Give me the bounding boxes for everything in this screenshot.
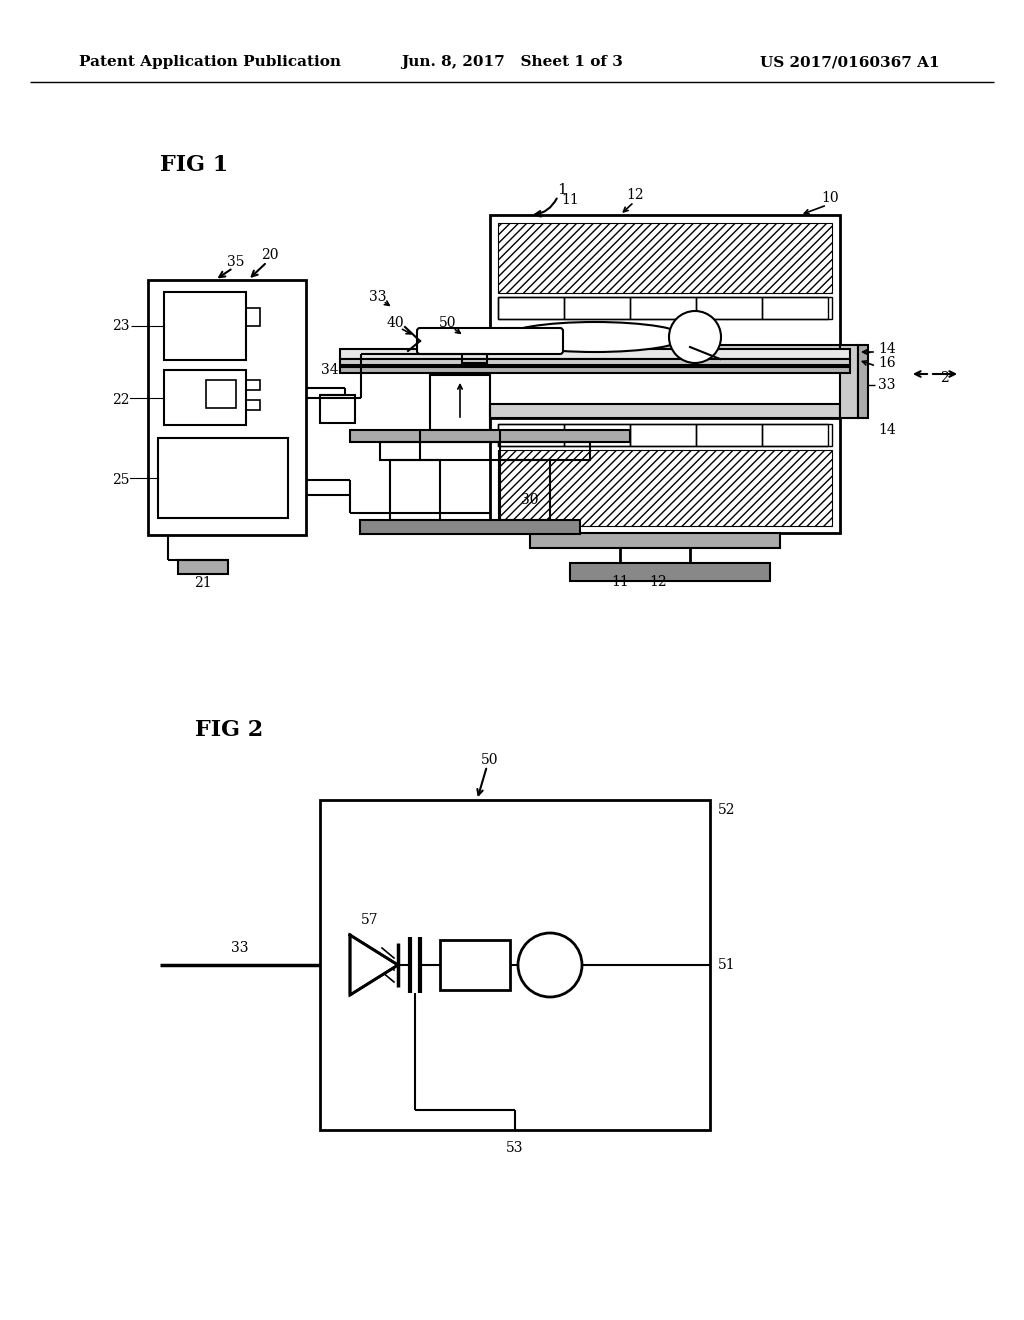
Text: 16: 16: [878, 356, 896, 370]
Bar: [630, 424, 696, 446]
Circle shape: [669, 312, 721, 363]
Bar: [500, 459, 550, 520]
Bar: [498, 424, 831, 446]
Bar: [490, 418, 840, 533]
FancyBboxPatch shape: [417, 327, 563, 354]
Bar: [380, 442, 590, 459]
Text: Patent Application Publication: Patent Application Publication: [79, 55, 341, 69]
Text: 33: 33: [878, 378, 896, 392]
Bar: [490, 215, 840, 345]
Text: 2: 2: [940, 371, 949, 385]
Bar: [164, 292, 246, 360]
Bar: [350, 430, 630, 442]
Text: Jun. 8, 2017   Sheet 1 of 3: Jun. 8, 2017 Sheet 1 of 3: [401, 55, 623, 69]
Text: 11: 11: [561, 193, 579, 207]
Bar: [319, 800, 710, 1130]
Text: 12: 12: [627, 187, 644, 202]
Ellipse shape: [505, 322, 685, 352]
Bar: [158, 438, 288, 517]
Bar: [498, 297, 831, 319]
Bar: [246, 380, 260, 389]
Bar: [390, 459, 440, 520]
Text: 25: 25: [113, 473, 130, 487]
Text: 53: 53: [506, 1140, 523, 1155]
Bar: [696, 297, 762, 319]
Text: 30: 30: [521, 492, 539, 507]
Bar: [696, 424, 762, 446]
Text: 33: 33: [370, 290, 387, 304]
Bar: [762, 424, 828, 446]
Bar: [498, 223, 831, 293]
Bar: [340, 359, 850, 366]
Text: 11: 11: [611, 576, 629, 589]
Bar: [319, 395, 355, 422]
Bar: [440, 940, 510, 990]
Bar: [246, 308, 260, 326]
Text: 20: 20: [261, 248, 279, 261]
Bar: [630, 297, 696, 319]
Bar: [490, 404, 840, 418]
Text: 52: 52: [718, 803, 735, 817]
Bar: [178, 560, 228, 574]
Text: 50: 50: [439, 315, 457, 330]
Text: 51: 51: [718, 958, 735, 972]
Bar: [858, 345, 868, 418]
Text: FIG 2: FIG 2: [195, 719, 263, 741]
Text: 35: 35: [227, 255, 245, 269]
Text: 22: 22: [113, 393, 130, 407]
Text: 50: 50: [481, 752, 499, 767]
Bar: [340, 348, 850, 359]
Bar: [340, 367, 850, 374]
Bar: [462, 345, 487, 363]
Bar: [206, 380, 236, 408]
Text: US 2017/0160367 A1: US 2017/0160367 A1: [760, 55, 940, 69]
Text: 40: 40: [386, 315, 403, 330]
Text: 12: 12: [649, 576, 667, 589]
Bar: [570, 564, 770, 581]
Text: 21: 21: [195, 576, 212, 590]
Text: 57: 57: [361, 913, 379, 927]
Text: 33: 33: [231, 941, 249, 954]
Bar: [430, 375, 490, 430]
Bar: [498, 424, 564, 446]
Text: 14: 14: [878, 342, 896, 356]
Polygon shape: [350, 935, 398, 995]
Bar: [530, 533, 780, 548]
Text: 23: 23: [113, 319, 130, 333]
Text: 1: 1: [557, 183, 567, 197]
Bar: [564, 424, 630, 446]
Text: FIG 1: FIG 1: [160, 154, 228, 176]
Bar: [762, 297, 828, 319]
Bar: [564, 297, 630, 319]
Bar: [164, 370, 246, 425]
Text: 14: 14: [878, 422, 896, 437]
Bar: [246, 400, 260, 411]
Bar: [498, 450, 831, 525]
Bar: [360, 520, 580, 535]
Bar: [498, 297, 564, 319]
Bar: [490, 345, 840, 359]
Text: 10: 10: [821, 191, 839, 205]
Bar: [840, 345, 858, 418]
Text: 34: 34: [322, 363, 339, 378]
Circle shape: [518, 933, 582, 997]
Bar: [148, 280, 306, 535]
